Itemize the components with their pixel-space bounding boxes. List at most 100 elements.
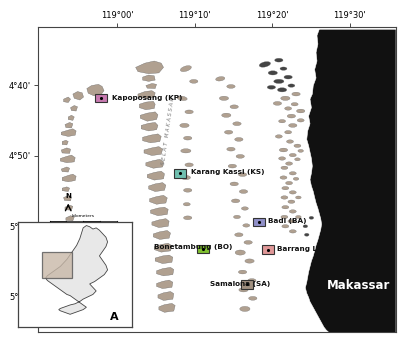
Ellipse shape: [185, 163, 193, 167]
Polygon shape: [70, 105, 78, 111]
Ellipse shape: [232, 199, 240, 203]
Bar: [83, 221, 100, 224]
Ellipse shape: [236, 155, 244, 158]
Ellipse shape: [294, 144, 301, 147]
Ellipse shape: [233, 122, 241, 126]
Ellipse shape: [222, 113, 231, 117]
Polygon shape: [155, 255, 173, 263]
Ellipse shape: [278, 88, 287, 92]
Ellipse shape: [185, 110, 193, 114]
Ellipse shape: [177, 96, 187, 101]
Polygon shape: [136, 61, 164, 74]
Ellipse shape: [180, 66, 191, 72]
Polygon shape: [149, 183, 166, 192]
Polygon shape: [68, 247, 76, 253]
Polygon shape: [140, 112, 158, 121]
Ellipse shape: [280, 176, 287, 179]
Polygon shape: [70, 281, 79, 286]
Polygon shape: [68, 235, 76, 240]
Bar: [66, 221, 83, 224]
Ellipse shape: [285, 107, 292, 110]
Ellipse shape: [242, 207, 248, 210]
Ellipse shape: [273, 101, 282, 105]
Text: Makassar: Makassar: [327, 279, 390, 292]
Ellipse shape: [291, 102, 298, 106]
Ellipse shape: [279, 148, 288, 152]
Ellipse shape: [296, 109, 305, 113]
Ellipse shape: [183, 202, 190, 206]
Polygon shape: [72, 304, 82, 309]
Ellipse shape: [181, 149, 191, 153]
Ellipse shape: [234, 215, 240, 219]
Polygon shape: [150, 195, 167, 204]
Ellipse shape: [227, 147, 235, 151]
Polygon shape: [70, 258, 78, 263]
Polygon shape: [147, 171, 164, 180]
Ellipse shape: [288, 84, 295, 87]
Ellipse shape: [309, 216, 314, 219]
Ellipse shape: [282, 186, 289, 190]
Ellipse shape: [287, 114, 296, 118]
Text: kilometers: kilometers: [72, 214, 95, 218]
Ellipse shape: [235, 138, 243, 141]
Ellipse shape: [240, 306, 250, 312]
Ellipse shape: [216, 77, 225, 81]
Ellipse shape: [285, 131, 292, 134]
Ellipse shape: [282, 224, 289, 228]
Polygon shape: [73, 92, 84, 100]
Ellipse shape: [180, 123, 189, 127]
Ellipse shape: [288, 219, 295, 223]
Ellipse shape: [280, 67, 287, 70]
Polygon shape: [62, 140, 68, 145]
Ellipse shape: [228, 164, 236, 168]
Polygon shape: [146, 159, 164, 168]
Polygon shape: [64, 196, 72, 201]
Text: Kapoposang (KP): Kapoposang (KP): [112, 95, 183, 101]
Text: Karang Kassi (KS): Karang Kassi (KS): [192, 168, 265, 175]
Ellipse shape: [286, 181, 292, 185]
Polygon shape: [144, 146, 163, 156]
Polygon shape: [61, 148, 70, 153]
FancyBboxPatch shape: [241, 280, 253, 288]
Ellipse shape: [219, 96, 229, 100]
Ellipse shape: [296, 216, 301, 218]
Ellipse shape: [230, 105, 238, 109]
FancyBboxPatch shape: [174, 169, 186, 178]
Ellipse shape: [239, 288, 248, 292]
Ellipse shape: [248, 279, 256, 282]
Polygon shape: [62, 174, 76, 182]
Polygon shape: [159, 303, 175, 312]
Text: N: N: [65, 193, 71, 199]
Ellipse shape: [295, 158, 300, 161]
Ellipse shape: [289, 172, 296, 175]
Bar: [100, 221, 117, 224]
Polygon shape: [153, 231, 170, 239]
Ellipse shape: [303, 225, 308, 228]
Polygon shape: [61, 129, 76, 136]
Polygon shape: [138, 91, 155, 98]
Polygon shape: [67, 225, 75, 231]
Ellipse shape: [227, 84, 235, 88]
Ellipse shape: [275, 135, 282, 138]
FancyBboxPatch shape: [262, 245, 274, 254]
Ellipse shape: [281, 215, 288, 219]
Ellipse shape: [279, 119, 286, 123]
Polygon shape: [150, 207, 168, 216]
Ellipse shape: [244, 240, 252, 244]
FancyBboxPatch shape: [253, 218, 265, 226]
Ellipse shape: [230, 182, 238, 186]
Polygon shape: [305, 29, 396, 334]
Ellipse shape: [281, 196, 288, 199]
Ellipse shape: [245, 259, 254, 263]
Polygon shape: [158, 292, 174, 300]
Polygon shape: [152, 219, 169, 227]
Ellipse shape: [243, 224, 250, 227]
Bar: [42, 253, 72, 278]
Text: Badi (BA): Badi (BA): [268, 218, 307, 224]
Polygon shape: [68, 115, 74, 120]
Ellipse shape: [249, 296, 257, 300]
Polygon shape: [65, 122, 73, 128]
Text: Samalona (SA): Samalona (SA): [210, 281, 270, 287]
Ellipse shape: [235, 250, 245, 255]
Polygon shape: [65, 205, 73, 210]
